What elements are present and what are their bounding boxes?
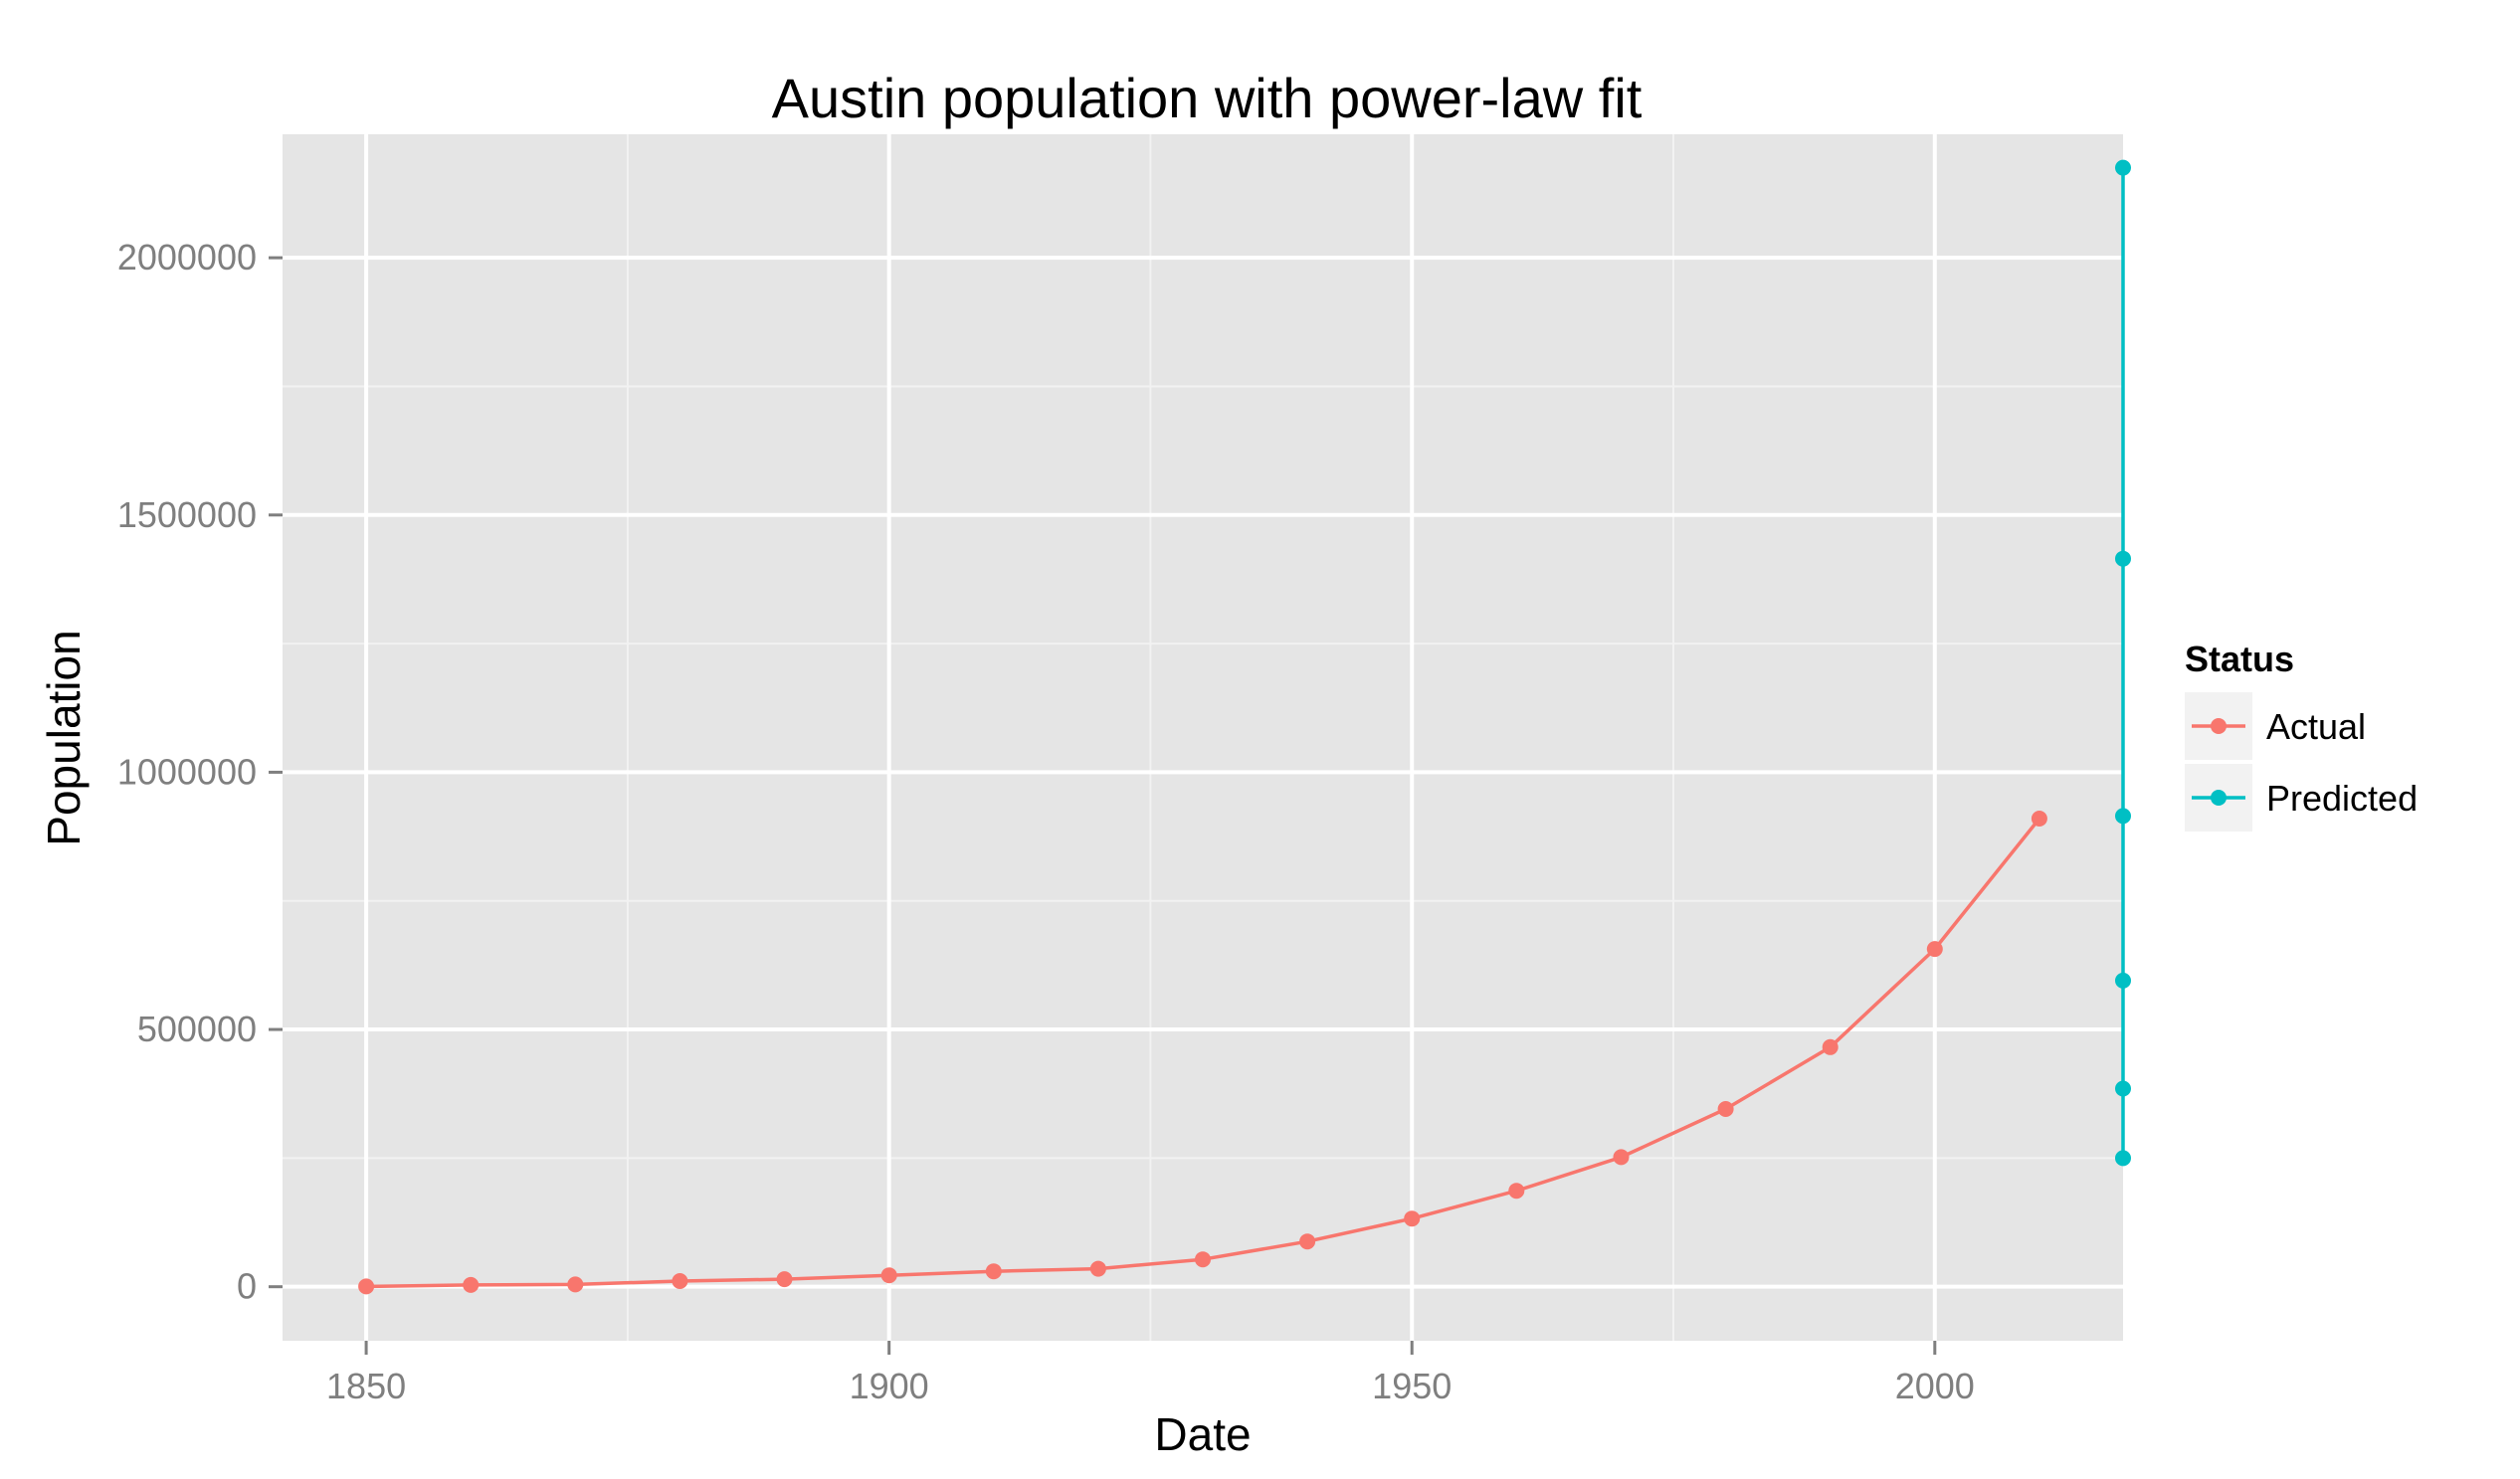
data-point-predicted (2115, 972, 2131, 989)
data-point-actual (1822, 1038, 1839, 1055)
data-point-actual (1613, 1149, 1630, 1166)
y-tick-label: 0 (237, 1266, 257, 1307)
y-axis-title: Population (38, 630, 90, 845)
x-tick-label: 1950 (1372, 1366, 1452, 1406)
data-point-actual (1508, 1183, 1525, 1200)
series-layer (358, 159, 2131, 1295)
legend-label-predicted: Predicted (2266, 778, 2418, 819)
data-point-actual (463, 1276, 480, 1293)
data-point-actual (880, 1267, 897, 1284)
data-point-actual (1299, 1233, 1316, 1250)
data-point-actual (1089, 1260, 1106, 1277)
data-point-actual (1195, 1251, 1211, 1268)
legend-label-actual: Actual (2266, 706, 2366, 747)
x-tick-label: 1900 (850, 1366, 929, 1406)
legend-key-point-actual (2211, 718, 2227, 734)
x-tick-label: 2000 (1895, 1366, 1975, 1406)
grid-major (283, 134, 2123, 1341)
data-point-actual (358, 1278, 375, 1295)
data-point-actual (567, 1276, 584, 1293)
data-point-predicted (2115, 159, 2131, 176)
data-point-actual (1404, 1210, 1421, 1227)
plot-panel (283, 134, 2123, 1341)
data-point-predicted (2115, 808, 2131, 825)
legend-title: Status (2185, 639, 2294, 679)
data-point-predicted (2115, 1150, 2131, 1167)
grid-minor (283, 134, 2123, 1341)
data-point-actual (1717, 1101, 1734, 1117)
y-axis: 0 500000 1000000 1500000 2000000 (117, 237, 283, 1307)
legend-key-point-predicted (2211, 790, 2227, 806)
y-tick-label: 500000 (137, 1009, 257, 1049)
data-point-actual (985, 1263, 1002, 1280)
legend: Status Actual Predicted (2185, 639, 2418, 832)
data-point-predicted (2115, 1080, 2131, 1097)
data-point-actual (2031, 811, 2047, 827)
legend-items: Actual Predicted (2185, 692, 2418, 832)
y-tick-label: 1500000 (117, 494, 257, 535)
y-tick-label: 1000000 (117, 751, 257, 792)
data-point-predicted (2115, 550, 2131, 567)
chart-title: Austin population with power-law fit (772, 67, 1643, 129)
data-point-actual (672, 1273, 688, 1289)
x-tick-label: 1850 (326, 1366, 406, 1406)
data-point-actual (1926, 941, 1943, 958)
y-tick-label: 2000000 (117, 237, 257, 277)
x-axis: 1850 1900 1950 2000 (326, 1341, 1975, 1406)
x-axis-title: Date (1154, 1408, 1251, 1460)
data-point-actual (776, 1271, 793, 1288)
